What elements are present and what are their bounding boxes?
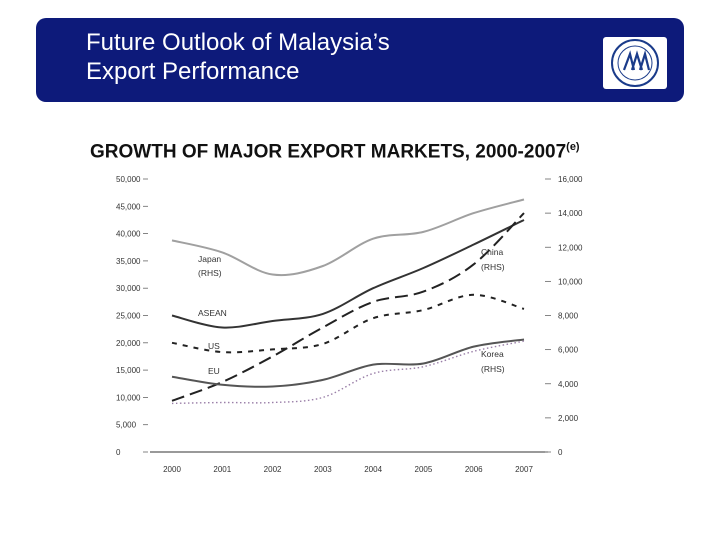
x-tick-label: 2000 <box>163 465 181 474</box>
chart-heading-sup: (e) <box>566 141 580 153</box>
series-label-japan: Japan <box>198 254 221 264</box>
title-banner: Future Outlook of Malaysia’s Export Perf… <box>36 18 684 102</box>
y-left-tick-label: 5,000 <box>116 421 137 430</box>
y-left-tick-label: 15,000 <box>116 366 141 375</box>
series-label-eu: EU <box>208 366 220 376</box>
y-right-tick-label: 0 <box>558 448 563 457</box>
x-tick-label: 2007 <box>515 465 533 474</box>
series-label-asean: ASEAN <box>198 308 227 318</box>
y-right-tick-label: 8,000 <box>558 312 579 321</box>
series-line-japan <box>171 198 525 277</box>
y-right-tick-label: 14,000 <box>558 209 583 218</box>
series-label-china: China <box>481 247 503 257</box>
y-left-tick-label: 40,000 <box>116 230 141 239</box>
series-axis-note-china: (RHS) <box>481 262 505 272</box>
slide-title: Future Outlook of Malaysia’s Export Perf… <box>86 28 390 86</box>
chart-heading: GROWTH OF MAJOR EXPORT MARKETS, 2000-200… <box>90 133 690 166</box>
y-right-tick-label: 16,000 <box>558 175 583 184</box>
y-left-tick-label: 0 <box>116 448 121 457</box>
slide-title-line1: Future Outlook of Malaysia’s <box>86 29 390 56</box>
series-line-asean <box>171 219 525 329</box>
x-tick-label: 2001 <box>213 465 231 474</box>
y-right-tick-label: 10,000 <box>558 277 583 286</box>
x-tick-label: 2005 <box>415 465 433 474</box>
y-left-tick-label: 20,000 <box>116 339 141 348</box>
x-tick-label: 2002 <box>264 465 282 474</box>
series-axis-note-japan: (RHS) <box>198 268 222 278</box>
y-left-tick-label: 25,000 <box>116 312 141 321</box>
series-axis-note-korea: (RHS) <box>481 364 505 374</box>
series-line-eu <box>171 338 525 388</box>
x-tick-label: 2003 <box>314 465 332 474</box>
y-left-tick-label: 45,000 <box>116 202 141 211</box>
series-label-korea: Korea <box>481 349 504 359</box>
y-right-tick-label: 2,000 <box>558 414 579 423</box>
y-left-tick-label: 10,000 <box>116 393 141 402</box>
slide-title-line2: Export Performance <box>86 58 300 85</box>
series-line-china <box>171 212 525 402</box>
y-right-tick-label: 12,000 <box>558 243 583 252</box>
y-left-tick-label: 50,000 <box>116 175 141 184</box>
y-right-tick-label: 6,000 <box>558 346 579 355</box>
x-tick-label: 2006 <box>465 465 483 474</box>
emblem-logo <box>603 37 667 89</box>
chart-heading-text: GROWTH OF MAJOR EXPORT MARKETS, 2000-200… <box>90 141 567 163</box>
y-right-tick-label: 4,000 <box>558 380 579 389</box>
series-line-us <box>171 293 525 354</box>
y-left-tick-label: 35,000 <box>116 257 141 266</box>
y-left-tick-label: 30,000 <box>116 284 141 293</box>
x-tick-label: 2004 <box>364 465 382 474</box>
series-label-us: US <box>208 341 220 351</box>
